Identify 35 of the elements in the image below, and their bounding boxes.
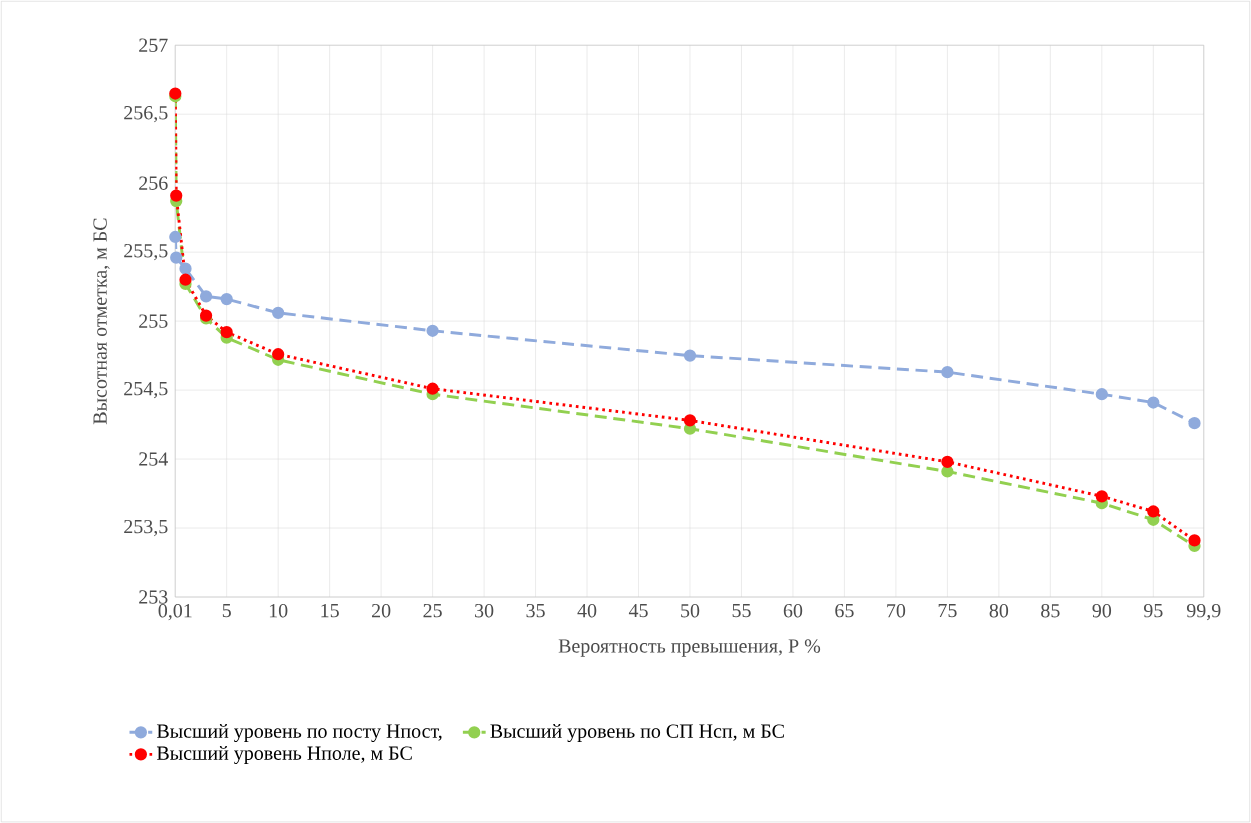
- y-tick-label: 255: [139, 314, 168, 328]
- legend-label: Высший уровень по СП Нсп, м БС: [490, 723, 784, 742]
- x-axis-title: Вероятность превышения, Р %: [558, 639, 821, 657]
- x-tick-label: 10: [269, 603, 288, 618]
- x-tick-label: 50: [681, 603, 700, 618]
- legend-label: Высший уровень по посту Нпост,: [156, 723, 442, 742]
- x-tick-label: 65: [835, 603, 854, 618]
- y-tick-label: 257: [139, 38, 168, 52]
- legend-label: Высший уровень Нполе, м БС: [156, 745, 412, 764]
- x-tick-label: 30: [475, 603, 494, 618]
- y-tick-label: 256: [139, 176, 168, 190]
- x-tick-label: 40: [577, 603, 597, 618]
- x-tick-label: 95: [1143, 603, 1163, 618]
- x-tick-label: 80: [989, 603, 1009, 618]
- x-tick-label: 45: [628, 603, 648, 618]
- x-tick-label: 90: [1092, 603, 1112, 618]
- x-tick-label: 75: [938, 603, 957, 618]
- x-tick-label: 20: [372, 603, 391, 618]
- x-tick-label: 70: [887, 603, 906, 618]
- x-tick-label: 5: [222, 603, 231, 618]
- x-tick-label: 55: [732, 603, 751, 618]
- y-tick-label: 254,5: [124, 381, 168, 399]
- y-tick-label: 253: [139, 590, 168, 604]
- x-tick-label: 85: [1041, 603, 1060, 618]
- x-tick-label: 99,9: [1186, 603, 1221, 621]
- x-tick-label: 15: [321, 603, 339, 618]
- x-tick-label: 0,01: [158, 603, 192, 621]
- y-axis-title: Высотная отметка, м БС: [93, 218, 110, 425]
- x-tick-label: 60: [783, 603, 803, 618]
- y-tick-label: 253,5: [124, 519, 168, 537]
- y-tick-label: 256,5: [124, 105, 168, 123]
- y-tick-label: 254: [139, 452, 168, 466]
- y-tick-label: 255,5: [124, 243, 168, 261]
- x-tick-label: 25: [423, 603, 442, 618]
- x-tick-label: 35: [526, 603, 545, 618]
